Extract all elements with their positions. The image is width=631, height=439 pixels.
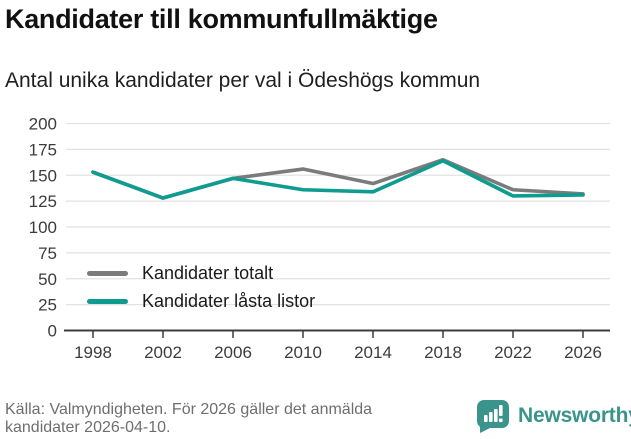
legend-swatch-totalt — [87, 270, 128, 276]
page-subtitle: Antal unika kandidater per val i Ödeshög… — [5, 69, 481, 92]
legend: Kandidater totalt Kandidater låsta listo… — [87, 259, 315, 315]
x-tick-label: 2002 — [144, 343, 182, 362]
legend-item: Kandidater låsta listor — [87, 287, 315, 315]
legend-swatch-lasta-listor — [87, 298, 128, 304]
x-tick-label: 2026 — [564, 343, 602, 362]
source-note-line1: Källa: Valmyndigheten. För 2026 gäller d… — [5, 401, 373, 418]
source-note: Källa: Valmyndigheten. För 2026 gäller d… — [5, 401, 372, 437]
y-tick-label: 175 — [29, 140, 57, 159]
series-line-kandidater-lasta-listor — [91, 158, 585, 200]
y-tick-label: 75 — [38, 244, 57, 263]
legend-item: Kandidater totalt — [87, 259, 315, 287]
y-tick-label: 25 — [38, 296, 57, 315]
y-tick-label: 50 — [38, 270, 57, 289]
source-note-line2: kandidater 2026-04-10. — [5, 419, 171, 436]
x-tick-label: 2006 — [214, 343, 252, 362]
x-tick-label: 2022 — [494, 343, 532, 362]
y-tick-label: 100 — [29, 218, 57, 237]
legend-label: Kandidater totalt — [142, 262, 274, 283]
y-tick-label: 150 — [29, 166, 57, 185]
x-tick-label: 2014 — [354, 343, 392, 362]
page-title: Kandidater till kommunfullmäktige — [5, 4, 438, 34]
x-tick-label: 1998 — [74, 343, 112, 362]
bar-chart-speech-bubble-icon — [477, 400, 509, 433]
y-tick-label: 200 — [29, 115, 57, 134]
y-tick-label: 0 — [48, 322, 57, 341]
y-tick-label: 125 — [29, 192, 57, 211]
newsworthy-logo: Newsworthy — [476, 399, 631, 433]
x-tick-label: 2010 — [284, 343, 322, 362]
newsworthy-logo-text: Newsworthy — [518, 404, 631, 427]
legend-label: Kandidater låsta listor — [142, 290, 316, 311]
x-tick-label: 2018 — [424, 343, 462, 362]
